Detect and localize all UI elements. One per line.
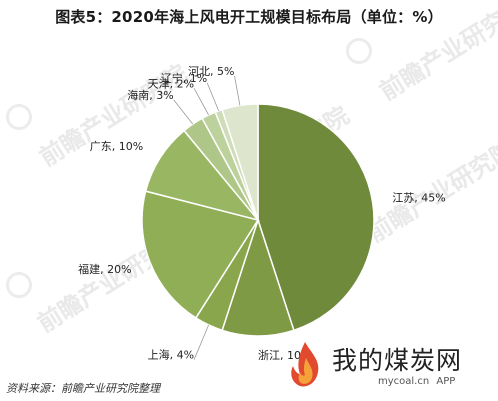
slice-label-2: 上海, 4% (148, 348, 194, 362)
leader-line-6 (193, 88, 209, 116)
pie-slice-1 (221, 217, 295, 337)
slice-label-5: 海南, 3% (127, 88, 173, 102)
label-leader-lines (173, 75, 241, 360)
slice-label-7: 辽宁, 1% (161, 71, 207, 85)
brand-url-text: mycoal.cn (378, 376, 430, 387)
pie-slices (141, 103, 375, 337)
pie-slice-4 (144, 129, 261, 222)
brand-app-label: APP (436, 376, 456, 387)
pie-slice-8 (221, 103, 259, 221)
leader-line-5 (173, 99, 194, 125)
chart-title: 图表5：2020年海上风电开工规模目标布局（单位：%） (55, 8, 443, 26)
pie-slice-3 (141, 190, 260, 319)
leader-line-2 (193, 324, 209, 360)
flame-logo-icon (291, 342, 319, 387)
slice-label-8: 河北, 5% (188, 65, 234, 78)
pie-slice-0 (257, 103, 375, 332)
leader-line-8 (234, 75, 241, 106)
slice-label-0: 江苏, 45% (392, 192, 445, 205)
watermark-logo-icon (6, 272, 32, 298)
source-note: 资料来源：前瞻产业研究院整理 (6, 382, 160, 395)
slice-label-3: 福建, 20% (78, 262, 131, 276)
watermark-logo-icon (6, 104, 32, 130)
watermark-logo-icon (346, 38, 372, 64)
brand-url: mycoal.cn APP (378, 376, 455, 387)
brand-name: 我的煤炭网 (332, 346, 463, 375)
slice-label-4: 广东, 10% (90, 140, 143, 153)
slice-labels: 江苏, 45% 浙江, 10% 上海, 4% 福建, 20% 广东, 10% 海南, 3%… (78, 65, 446, 362)
slice-label-1: 浙江, 10% (258, 349, 311, 362)
leader-line-7 (206, 82, 220, 112)
slice-label-6: 天津, 2% (148, 77, 194, 90)
